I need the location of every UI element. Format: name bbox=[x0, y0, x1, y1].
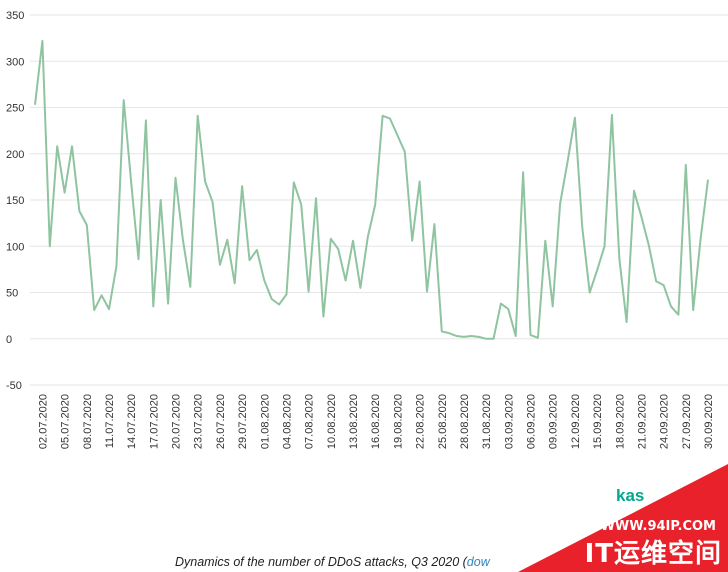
x-tick-label: 01.08.2020 bbox=[259, 394, 271, 449]
x-tick-label: 18.09.2020 bbox=[614, 394, 626, 449]
y-tick-label: 300 bbox=[6, 56, 24, 68]
grid-lines bbox=[30, 14, 728, 386]
series-line bbox=[34, 39, 709, 340]
y-tick-label: 350 bbox=[6, 10, 24, 22]
watermark-triangle bbox=[518, 464, 728, 572]
y-tick-label: 50 bbox=[6, 288, 18, 300]
x-tick-label: 24.09.2020 bbox=[659, 394, 671, 449]
x-axis-ticks: 02.07.2020 05.07.2020 08.07.2020 11.07.2020… bbox=[37, 394, 715, 449]
y-tick-label: 250 bbox=[6, 103, 24, 115]
y-tick-label: -50 bbox=[6, 380, 22, 392]
x-tick-label: 06.09.2020 bbox=[526, 394, 538, 449]
caption-text: Dynamics of the number of DDoS attacks, … bbox=[175, 555, 467, 569]
x-tick-label: 16.08.2020 bbox=[370, 394, 382, 449]
x-tick-label: 09.09.2020 bbox=[548, 394, 560, 449]
download-link[interactable]: dow bbox=[466, 555, 490, 569]
x-tick-label: 31.08.2020 bbox=[481, 394, 493, 449]
x-tick-label: 29.07.2020 bbox=[237, 394, 249, 449]
brand-logo-text: kas bbox=[616, 486, 645, 505]
chart-caption: Dynamics of the number of DDoS attacks, … bbox=[175, 555, 490, 569]
x-tick-label: 17.07.2020 bbox=[148, 394, 160, 449]
y-tick-label: 100 bbox=[6, 241, 24, 253]
x-tick-label: 19.08.2020 bbox=[392, 394, 404, 449]
watermark: WWW.94IP.COM IT运维空间 bbox=[518, 464, 728, 572]
x-tick-label: 23.07.2020 bbox=[193, 394, 205, 449]
x-tick-label: 22.08.2020 bbox=[415, 394, 427, 449]
x-tick-label: 27.09.2020 bbox=[681, 394, 693, 449]
x-tick-label: 14.07.2020 bbox=[126, 394, 138, 449]
x-tick-label: 10.08.2020 bbox=[326, 394, 338, 449]
x-tick-label: 15.09.2020 bbox=[592, 394, 604, 449]
x-tick-label: 28.08.2020 bbox=[459, 394, 471, 449]
x-tick-label: 11.07.2020 bbox=[104, 394, 116, 448]
y-tick-label: 0 bbox=[6, 334, 12, 346]
x-tick-label: 30.09.2020 bbox=[703, 394, 715, 449]
x-tick-label: 08.07.2020 bbox=[82, 394, 94, 449]
x-tick-label: 02.07.2020 bbox=[37, 394, 49, 449]
x-tick-label: 20.07.2020 bbox=[171, 394, 183, 449]
y-axis-ticks: 350 300 250 200 150 100 50 0 -50 bbox=[6, 10, 24, 392]
line-chart: 350 300 250 200 150 100 50 0 -50 02.07.2020 05.07… bbox=[6, 10, 728, 449]
x-tick-label: 21.09.2020 bbox=[636, 394, 648, 449]
x-tick-label: 26.07.2020 bbox=[215, 394, 227, 449]
x-tick-label: 12.09.2020 bbox=[570, 394, 582, 449]
x-tick-label: 03.09.2020 bbox=[503, 394, 515, 449]
y-tick-label: 150 bbox=[6, 195, 24, 207]
y-tick-label: 200 bbox=[6, 149, 24, 161]
watermark-url: WWW.94IP.COM bbox=[600, 519, 716, 534]
watermark-name: IT运维空间 bbox=[584, 539, 722, 569]
x-tick-label: 13.08.2020 bbox=[348, 394, 360, 449]
x-tick-label: 05.07.2020 bbox=[60, 394, 72, 449]
x-tick-label: 07.08.2020 bbox=[304, 394, 316, 449]
x-tick-label: 04.08.2020 bbox=[281, 394, 293, 449]
x-tick-label: 25.08.2020 bbox=[437, 394, 449, 449]
